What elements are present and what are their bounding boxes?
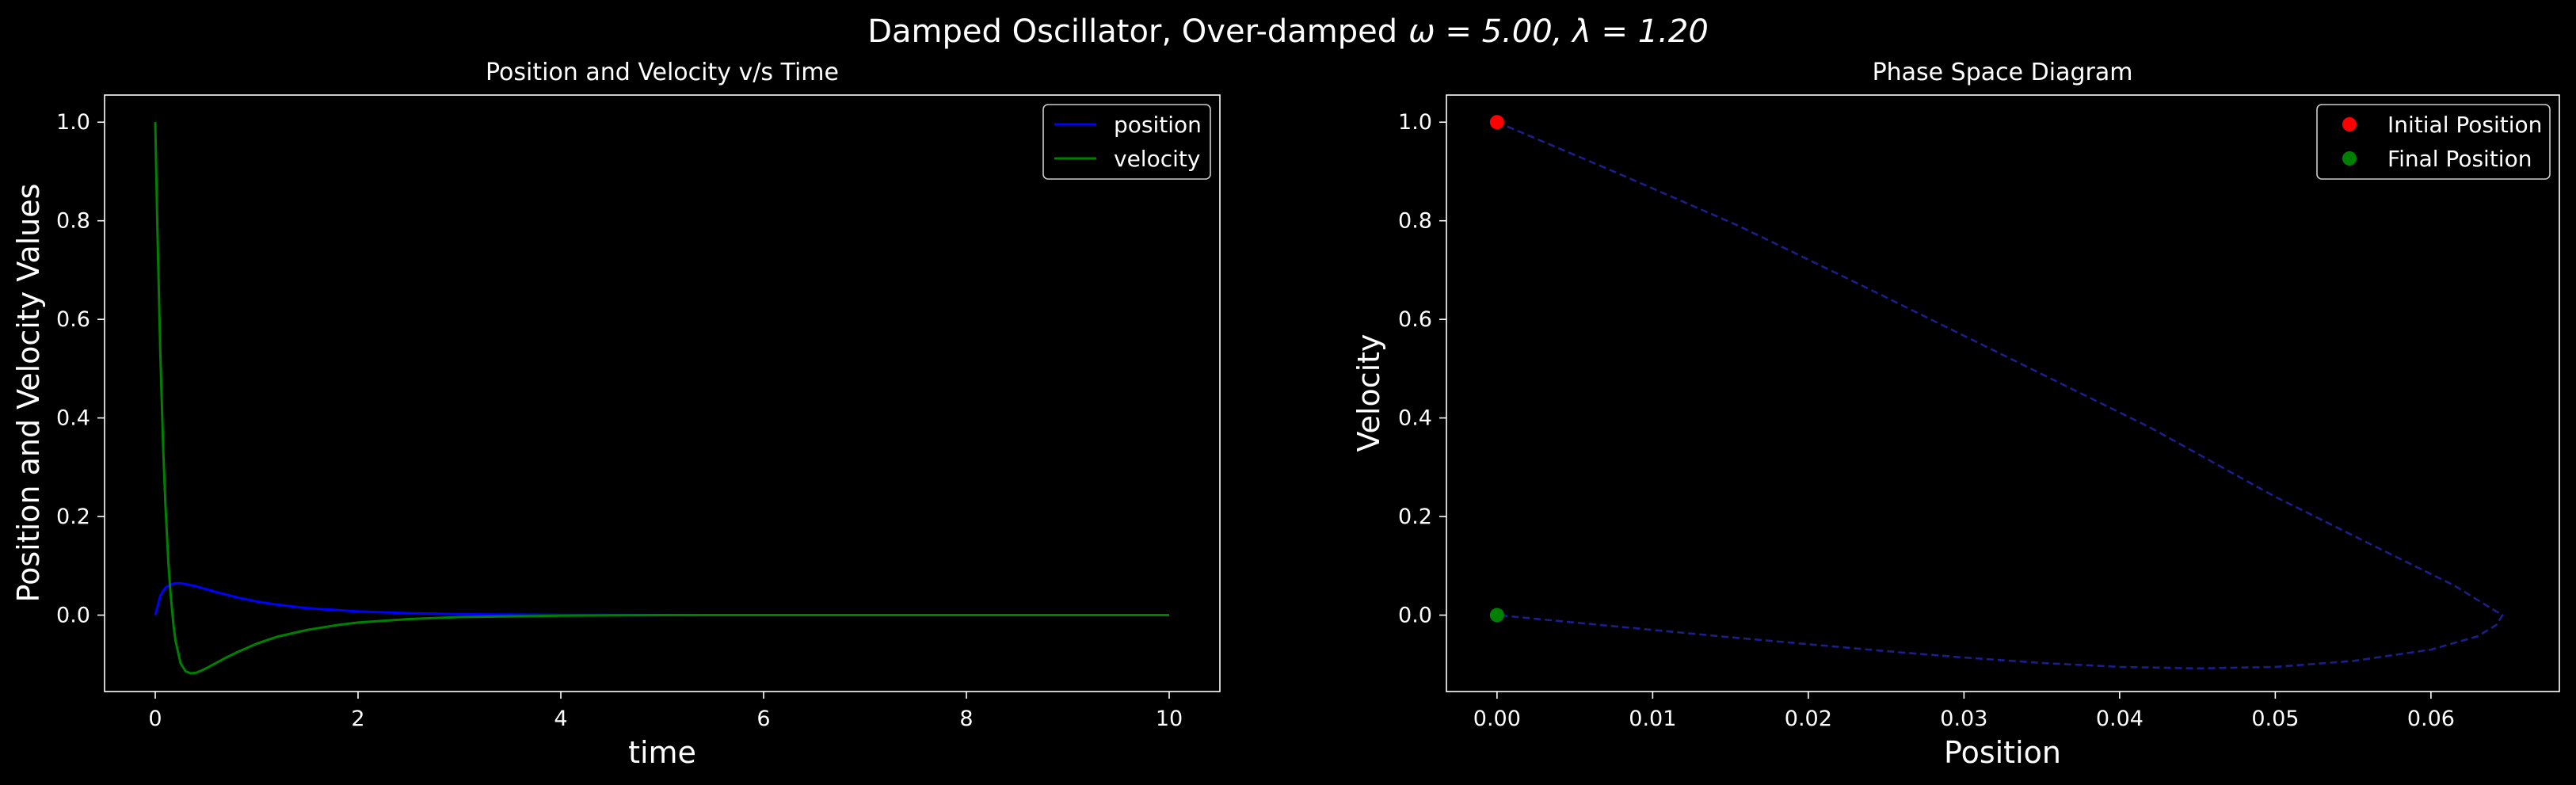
time-series-x-ticks: 0 2 4 6 8 10: [148, 692, 1183, 731]
time-series-xtick-label: 4: [554, 707, 567, 731]
time-series-lines: [154, 122, 1169, 675]
time-series-xtick-label: 8: [959, 707, 973, 731]
suptitle-text: Damped Oscillator, Over-damped: [867, 13, 1397, 50]
phase-space-xlabel: Position: [1944, 735, 2061, 770]
time-series-xlabel: time: [628, 735, 696, 770]
phase-space-ytick-label: 1.0: [1398, 110, 1432, 135]
phase-space-xtick-label: 0.06: [2407, 707, 2455, 731]
time-series-legend: position velocity: [1042, 104, 1211, 180]
phase-space-axes: Phase Space Diagram 0.0 0.2 0.4 0.6 0.8 1.0 0…: [1351, 59, 2560, 770]
final-position-marker: [1489, 608, 1504, 623]
time-series-ytick-label: 1.0: [56, 110, 90, 135]
phase-space-xtick-label: 0.03: [1940, 707, 1987, 731]
suptitle-params: ω = 5.00, λ = 1.20: [1408, 13, 1709, 50]
time-series-xtick-label: 0: [148, 707, 162, 731]
time-series-axes: Position and Velocity v/s Time 0.0 0.2 0.4…: [11, 59, 1221, 770]
phase-space-trajectory: [1496, 121, 2505, 670]
time-series-ytick-label: 0.8: [56, 209, 90, 234]
phase-space-xtick-label: 0.01: [1629, 707, 1676, 731]
time-series-ytick-label: 0.6: [56, 307, 90, 332]
phase-space-points: [1489, 115, 1504, 623]
phase-space-x-ticks: 0.00 0.01 0.02 0.03 0.04 0.05 0.06: [1473, 692, 2455, 731]
phase-space-legend: Initial Position Final Position: [2316, 104, 2551, 180]
phase-space-xtick-label: 0.04: [2096, 707, 2143, 731]
time-series-title: Position and Velocity v/s Time: [486, 59, 839, 86]
phase-trajectory-line: [1496, 121, 2505, 670]
time-series-y-ticks: 0.0 0.2 0.4 0.6 0.8 1.0: [56, 110, 105, 628]
time-series-ytick-label: 0.4: [56, 406, 90, 431]
phase-space-y-ticks: 0.0 0.2 0.4 0.6 0.8 1.0: [1398, 110, 1446, 628]
phase-space-ytick-label: 0.8: [1398, 209, 1432, 234]
time-series-xtick-label: 10: [1156, 707, 1183, 731]
phase-space-xtick-label: 0.00: [1473, 707, 1521, 731]
time-series-xtick-label: 6: [756, 707, 770, 731]
phase-space-ytick-label: 0.6: [1398, 307, 1432, 332]
legend-initial-marker: [2342, 117, 2357, 131]
initial-position-marker: [1489, 115, 1504, 130]
legend-position-label: position: [1114, 112, 1202, 138]
legend-initial-label: Initial Position: [2387, 112, 2542, 138]
legend-final-label: Final Position: [2387, 146, 2532, 172]
phase-space-frame: [1446, 94, 2560, 692]
time-series-frame: [104, 94, 1221, 692]
phase-space-ylabel: Velocity: [1351, 333, 1386, 452]
phase-space-ytick-label: 0.0: [1398, 604, 1432, 628]
phase-space-xtick-label: 0.05: [2251, 707, 2299, 731]
phase-space-ytick-label: 0.2: [1398, 505, 1432, 529]
time-series-ylabel: Position and Velocity Values: [11, 184, 46, 603]
time-series-xtick-label: 2: [351, 707, 364, 731]
phase-space-ytick-label: 0.4: [1398, 406, 1432, 431]
phase-space-title: Phase Space Diagram: [1873, 59, 2133, 86]
legend-final-marker: [2342, 151, 2357, 166]
figure-suptitle: Damped Oscillator, Over-damped ω = 5.00, …: [867, 13, 1709, 50]
time-series-ytick-label: 0.2: [56, 505, 90, 529]
time-series-ytick-label: 0.0: [56, 604, 90, 628]
phase-space-xtick-label: 0.02: [1785, 707, 1832, 731]
velocity-series-line: [154, 122, 1169, 675]
phase-space-legend-box: [2316, 104, 2551, 180]
legend-velocity-label: velocity: [1114, 146, 1200, 172]
